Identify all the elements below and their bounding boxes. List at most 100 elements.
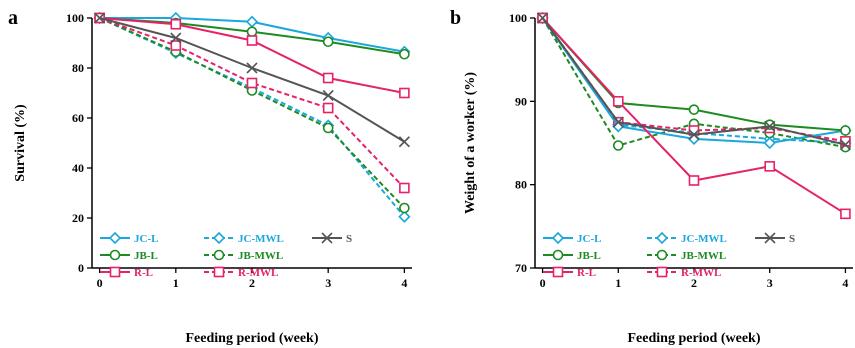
panel-letter-b: b <box>450 7 461 29</box>
legend-item-r-mwl: R-MWL <box>204 266 278 279</box>
data-point-r-mwl <box>840 136 851 147</box>
legend-item-r-l: R-L <box>100 266 153 279</box>
x-tick-label: 3 <box>767 276 773 290</box>
legend-item-jc-l: JC-L <box>543 231 601 245</box>
legend-item-jb-mwl: JB-MWL <box>647 249 726 262</box>
legend-item-r-l: R-L <box>543 266 596 279</box>
legend-marker <box>109 266 121 278</box>
y-tick-label: 100 <box>66 11 84 25</box>
series-jb-l <box>537 12 851 136</box>
data-point-jc-l <box>763 136 776 150</box>
data-point-jb-l <box>840 125 851 136</box>
x-tick-label: 2 <box>249 276 255 290</box>
data-point-jc-mwl <box>398 210 411 223</box>
legend-marker <box>321 232 333 244</box>
data-point-s <box>612 116 624 128</box>
legend-marker <box>656 249 668 261</box>
data-point-r-mwl <box>399 182 410 194</box>
series-s <box>94 12 410 148</box>
data-point-r-l <box>764 161 776 172</box>
legend-marker <box>764 232 776 244</box>
x-tick-label: 2 <box>691 276 697 290</box>
legend-marker <box>213 266 225 278</box>
legend: JC-L JC-MWL S JB-L JB-MWL R-L R-MWL <box>100 231 352 279</box>
data-point-s <box>94 12 106 24</box>
y-axis-label-b: Weight of a worker (%) <box>463 72 478 214</box>
legend-label: JC-MWL <box>681 233 727 245</box>
y-tick-label: 40 <box>72 161 84 175</box>
data-point-r-l <box>322 72 334 84</box>
data-point-jb-mwl <box>399 202 410 214</box>
legend-label: JB-MWL <box>238 250 283 262</box>
legend-label: R-MWL <box>238 267 278 279</box>
legend-label: JC-MWL <box>238 233 284 245</box>
series-r-l <box>537 12 851 220</box>
legend-marker <box>551 231 565 245</box>
data-point-jb-mwl <box>612 140 624 151</box>
x-axis-label-a: Feeding period (week) <box>186 331 319 346</box>
series-group <box>536 11 852 220</box>
series-s <box>537 12 851 151</box>
legend-label: JC-L <box>577 233 601 245</box>
data-point-jb-l <box>246 26 258 38</box>
legend-marker <box>108 231 122 245</box>
legend-label: R-L <box>134 267 153 279</box>
y-tick-label: 90 <box>515 94 527 108</box>
x-tick-label: 4 <box>401 276 407 290</box>
legend-item-jb-l: JB-L <box>100 249 158 262</box>
data-point-r-l <box>688 175 700 186</box>
legend-item-jb-l: JB-L <box>543 249 601 262</box>
data-point-s <box>246 62 258 74</box>
legend-label: JC-L <box>134 233 158 245</box>
legend-marker <box>552 266 564 278</box>
data-point-r-l <box>246 35 258 46</box>
panel-letter-a: a <box>8 7 18 29</box>
legend-label: R-L <box>577 267 596 279</box>
legend-marker <box>656 266 668 278</box>
x-tick-label: 0 <box>540 276 546 290</box>
x-tick-label: 0 <box>97 276 103 290</box>
legend-label: JB-L <box>577 250 601 262</box>
legend-marker <box>212 231 226 245</box>
legend-item-r-mwl: R-MWL <box>647 266 721 279</box>
legend-item-s: S <box>312 232 352 245</box>
data-point-jb-l <box>399 48 410 60</box>
legend-marker <box>655 231 669 245</box>
data-point-r-mwl <box>322 102 334 114</box>
x-axis-label-b: Feeding period (week) <box>628 331 761 346</box>
y-tick-label: 60 <box>72 111 84 125</box>
data-point-s <box>398 136 410 148</box>
legend-item-jb-mwl: JB-MWL <box>204 249 283 262</box>
legend-label: JB-MWL <box>681 250 726 262</box>
legend-marker <box>213 249 225 261</box>
data-point-r-l <box>399 87 410 99</box>
data-point-jc-l <box>245 15 259 28</box>
data-point-s <box>839 139 851 151</box>
data-point-s <box>764 120 776 132</box>
y-axis-label-a: Survival (%) <box>13 104 28 182</box>
panel-b: b Weight of a worker (%) Feeding period … <box>450 7 853 346</box>
legend-label: JB-L <box>134 250 158 262</box>
data-point-jb-mwl <box>322 122 334 134</box>
y-tick-label: 20 <box>72 211 84 225</box>
legend-label: S <box>789 233 795 245</box>
series-line-r-mwl <box>99 17 406 189</box>
data-point-s <box>322 89 334 102</box>
legend-label: R-MWL <box>681 267 721 279</box>
legend-marker <box>552 249 564 261</box>
series-line-jc-mwl <box>99 17 406 218</box>
panel-a: a Survival (%) Feeding period (week) 020… <box>8 7 412 346</box>
data-point-jb-l <box>322 36 334 48</box>
legend-marker <box>109 249 121 261</box>
legend-item-jc-mwl: JC-MWL <box>204 231 284 245</box>
data-point-r-mwl <box>170 40 182 51</box>
y-tick-label: 70 <box>515 261 527 275</box>
legend-item-jc-l: JC-L <box>100 231 158 245</box>
legend-item-jc-mwl: JC-MWL <box>647 231 727 245</box>
data-point-s <box>170 32 182 44</box>
data-point-s <box>537 12 549 24</box>
series-group <box>93 11 411 223</box>
series-line-jc-mwl <box>541 17 846 144</box>
data-point-r-l <box>612 96 624 107</box>
y-tick-label: 0 <box>78 261 84 275</box>
